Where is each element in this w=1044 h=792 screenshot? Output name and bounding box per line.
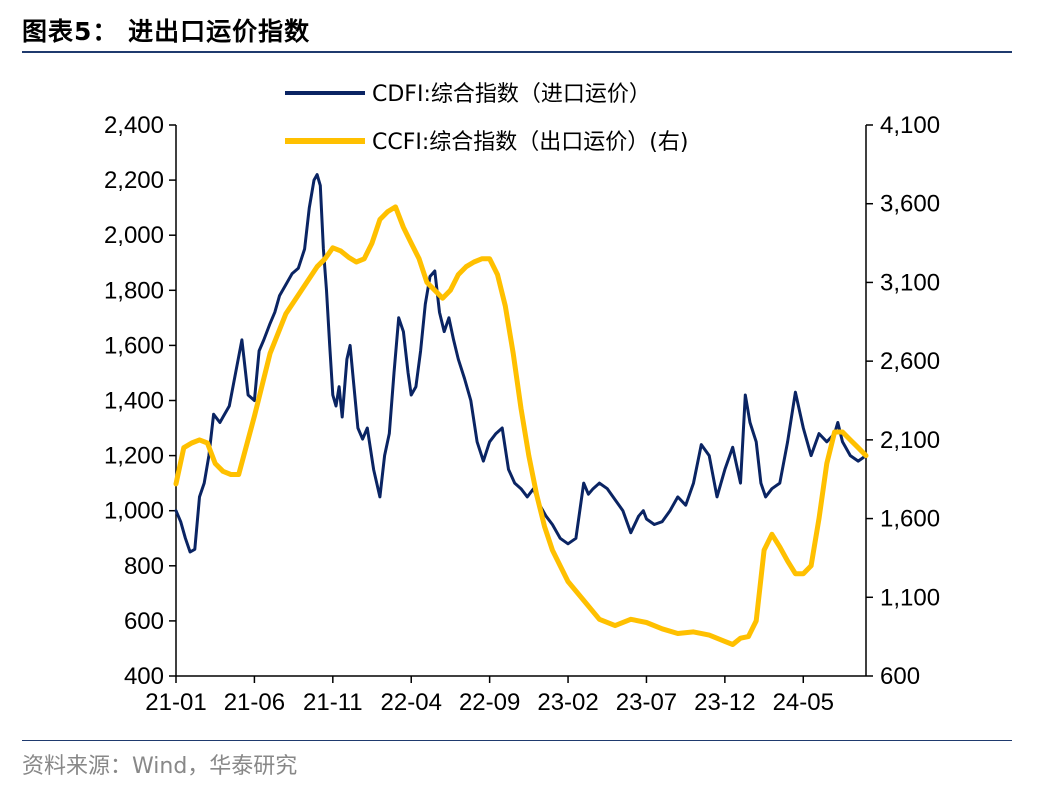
left-tick-label: 1,200 bbox=[104, 443, 164, 470]
right-tick-label: 3,100 bbox=[880, 269, 940, 296]
series-line-cdfi bbox=[174, 173, 868, 554]
series-layer bbox=[173, 173, 869, 647]
x-tick-label: 23-12 bbox=[694, 689, 755, 716]
right-tick-label: 3,600 bbox=[880, 191, 940, 218]
x-tick-label: 23-07 bbox=[616, 689, 677, 716]
x-tick-label: 23-02 bbox=[537, 689, 598, 716]
left-tick-label: 400 bbox=[124, 663, 164, 690]
axes: 2,400 2,200 2,000 1,800 1,600 1,400 1,200 1,000… bbox=[104, 112, 940, 716]
x-tick-label: 21-01 bbox=[145, 689, 206, 716]
x-tick-label: 24-05 bbox=[773, 689, 834, 716]
right-tick-label: 2,600 bbox=[880, 348, 940, 375]
right-tick-label: 2,100 bbox=[880, 427, 940, 454]
x-tick-label: 22-04 bbox=[381, 689, 442, 716]
left-tick-label: 1,800 bbox=[104, 277, 164, 304]
bottom-divider bbox=[22, 740, 1012, 741]
right-tick-label: 1,600 bbox=[880, 506, 940, 533]
x-tick-label: 21-06 bbox=[224, 689, 285, 716]
left-tick-label: 800 bbox=[124, 553, 164, 580]
legend: CDFI:综合指数（进口运价） CCFI:综合指数（出口运价）(右) bbox=[285, 82, 688, 155]
right-tick-label: 4,100 bbox=[880, 112, 940, 139]
source-note: 资料来源：Wind，华泰研究 bbox=[22, 754, 298, 779]
left-tick-label: 1,600 bbox=[104, 332, 164, 359]
left-tick-label: 2,200 bbox=[104, 167, 164, 194]
left-tick-label: 1,000 bbox=[104, 498, 164, 525]
top-divider bbox=[22, 51, 1012, 53]
right-tick-label: 1,100 bbox=[880, 584, 940, 611]
x-tick-label: 22-09 bbox=[459, 689, 520, 716]
legend-label-ccfi: CCFI:综合指数（出口运价）(右) bbox=[372, 130, 688, 155]
left-tick-label: 600 bbox=[124, 608, 164, 635]
legend-label-cdfi: CDFI:综合指数（进口运价） bbox=[372, 82, 651, 107]
x-tick-label: 21-11 bbox=[303, 689, 363, 716]
right-tick-label: 600 bbox=[880, 663, 920, 690]
series-line-ccfi bbox=[173, 204, 869, 647]
left-tick-label: 1,400 bbox=[104, 388, 164, 415]
left-tick-label: 2,000 bbox=[104, 222, 164, 249]
chart-title: 图表5： 进出口运价指数 bbox=[22, 17, 311, 46]
left-tick-label: 2,400 bbox=[104, 112, 164, 139]
